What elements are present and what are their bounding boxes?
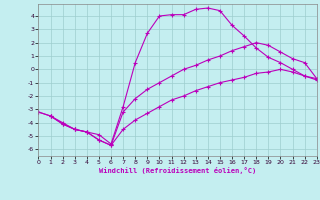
X-axis label: Windchill (Refroidissement éolien,°C): Windchill (Refroidissement éolien,°C) [99,167,256,174]
